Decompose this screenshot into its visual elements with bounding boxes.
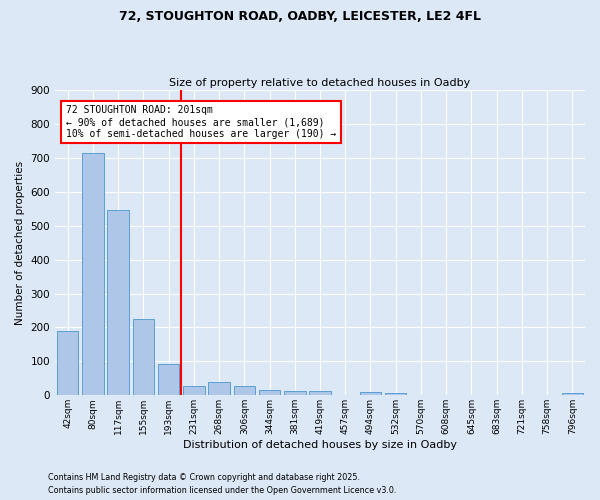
- Text: 72 STOUGHTON ROAD: 201sqm
← 90% of detached houses are smaller (1,689)
10% of se: 72 STOUGHTON ROAD: 201sqm ← 90% of detac…: [65, 106, 336, 138]
- Title: Size of property relative to detached houses in Oadby: Size of property relative to detached ho…: [169, 78, 470, 88]
- Bar: [107, 210, 129, 396]
- Bar: [360, 392, 381, 396]
- Bar: [309, 391, 331, 396]
- Bar: [284, 391, 305, 396]
- Y-axis label: Number of detached properties: Number of detached properties: [15, 160, 25, 325]
- Text: 72, STOUGHTON ROAD, OADBY, LEICESTER, LE2 4FL: 72, STOUGHTON ROAD, OADBY, LEICESTER, LE…: [119, 10, 481, 23]
- Bar: [158, 364, 179, 396]
- Bar: [385, 392, 406, 396]
- Bar: [133, 320, 154, 396]
- Bar: [57, 331, 79, 396]
- Bar: [208, 382, 230, 396]
- Bar: [183, 386, 205, 396]
- Text: Contains HM Land Registry data © Crown copyright and database right 2025.
Contai: Contains HM Land Registry data © Crown c…: [48, 474, 397, 495]
- Bar: [233, 386, 255, 396]
- X-axis label: Distribution of detached houses by size in Oadby: Distribution of detached houses by size …: [183, 440, 457, 450]
- Bar: [562, 392, 583, 396]
- Bar: [82, 153, 104, 396]
- Bar: [259, 390, 280, 396]
